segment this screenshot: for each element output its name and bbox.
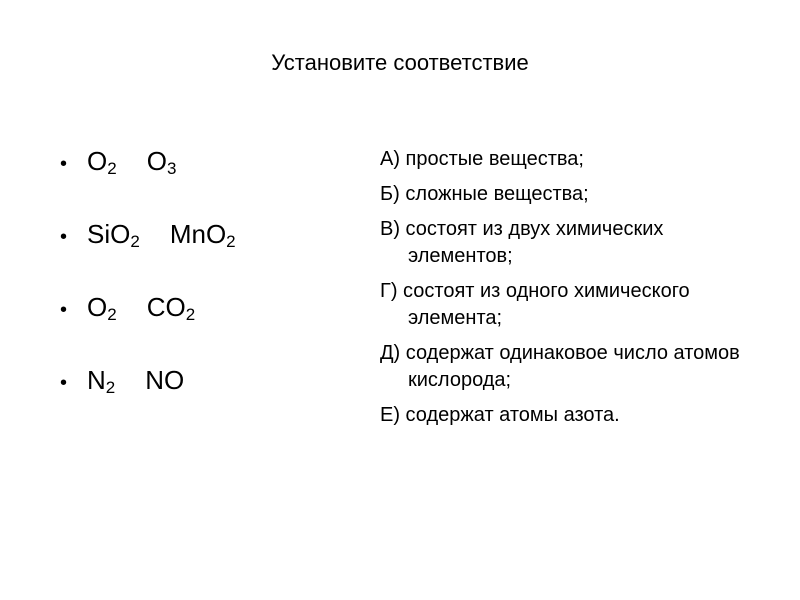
- formula-3b: CO2: [147, 292, 195, 323]
- formula-element: SiO: [87, 219, 130, 250]
- formula-subscript: 2: [107, 159, 116, 179]
- bullet-icon: •: [60, 227, 67, 247]
- option-b: Б) сложные вещества;: [380, 181, 750, 208]
- formula-1a: O2: [87, 146, 117, 177]
- formula-subscript: 2: [186, 305, 195, 325]
- formula-row-1: • O2 O3: [60, 146, 330, 177]
- formulas-column: • O2 O3 • SiO2 MnO2 • O2: [50, 146, 330, 438]
- formula-element: N: [87, 365, 106, 396]
- bullet-icon: •: [60, 300, 67, 320]
- formula-3a: O2: [87, 292, 117, 323]
- option-d: Д) содержат одинаковое число атомов кисл…: [380, 340, 750, 394]
- formula-subscript: 2: [107, 305, 116, 325]
- formula-row-2: • SiO2 MnO2: [60, 219, 330, 250]
- options-column: А) простые вещества; Б) сложные вещества…: [370, 146, 750, 438]
- formula-subscript: 2: [130, 232, 139, 252]
- formula-element: O: [147, 146, 167, 177]
- formula-2b: MnO2: [170, 219, 236, 250]
- formula-1b: O3: [147, 146, 177, 177]
- formula-4a: N2: [87, 365, 115, 396]
- formula-subscript: 2: [106, 378, 115, 398]
- formula-4b: NO: [145, 365, 184, 396]
- formula-row-3: • O2 CO2: [60, 292, 330, 323]
- formula-element: NO: [145, 365, 184, 396]
- option-v: В) состоят из двух химических элементов;: [380, 216, 750, 270]
- option-a: А) простые вещества;: [380, 146, 750, 173]
- content-area: • O2 O3 • SiO2 MnO2 • O2: [50, 146, 750, 438]
- formula-2a: SiO2: [87, 219, 140, 250]
- formula-element: O: [87, 146, 107, 177]
- formula-element: O: [87, 292, 107, 323]
- option-g: Г) состоят из одного химического элемент…: [380, 278, 750, 332]
- bullet-icon: •: [60, 154, 67, 174]
- formula-row-4: • N2 NO: [60, 365, 330, 396]
- formula-element: CO: [147, 292, 186, 323]
- formula-element: MnO: [170, 219, 226, 250]
- page-title: Установите соответствие: [50, 50, 750, 76]
- formula-subscript: 2: [226, 232, 235, 252]
- formula-subscript: 3: [167, 159, 176, 179]
- option-e: Е) содержат атомы азота.: [380, 402, 750, 429]
- bullet-icon: •: [60, 373, 67, 393]
